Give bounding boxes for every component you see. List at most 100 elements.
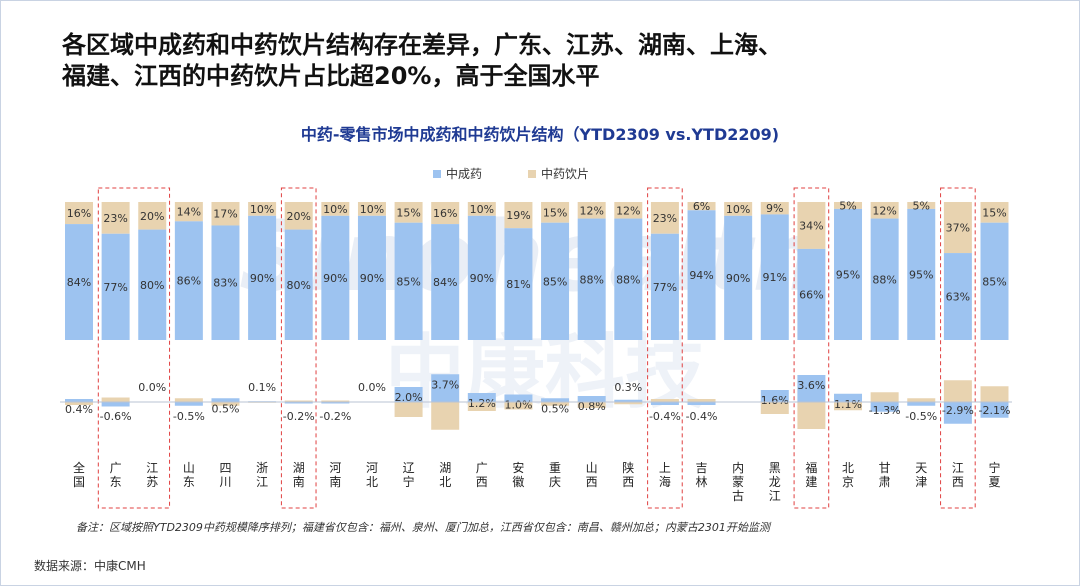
change-bar-tcm-patent: [943, 402, 972, 424]
change-label: 0.1%: [248, 381, 276, 394]
data-label-tcm-pieces: 10%: [470, 203, 494, 216]
data-label-tcm-patent: 85%: [396, 275, 420, 288]
change-bar-tcm-patent: [321, 402, 350, 404]
bar-tcm-pieces: [174, 202, 203, 222]
change-label: 3.6%: [797, 379, 825, 392]
bar-tcm-pieces: [394, 202, 423, 223]
change-bar-tcm-patent: [980, 402, 1009, 418]
category-label: 浙: [256, 461, 268, 475]
bar-tcm-patent: [504, 228, 533, 340]
category-label: 河: [366, 461, 378, 475]
change-bar-tcm-pieces: [797, 402, 826, 429]
category-label: 陕: [622, 460, 634, 475]
data-label-tcm-pieces: 12%: [579, 204, 603, 217]
bar-tcm-patent: [174, 221, 203, 340]
change-bar-tcm-patent: [284, 402, 313, 404]
category-label: 江: [769, 489, 781, 503]
data-label-tcm-pieces: 12%: [616, 204, 640, 217]
data-label-tcm-patent: 90%: [360, 272, 384, 285]
change-bar-tcm-patent: [431, 374, 460, 402]
highlight-box: [940, 187, 976, 509]
bar-tcm-patent: [101, 233, 130, 340]
legend-swatch-tcm-pieces: [528, 170, 536, 178]
data-label-tcm-patent: 84%: [67, 276, 91, 289]
category-label: 古: [732, 488, 744, 503]
bar-tcm-pieces: [870, 202, 899, 219]
change-bar-tcm-pieces: [211, 402, 240, 406]
bar-tcm-patent: [138, 229, 167, 340]
category-label: 北: [842, 461, 854, 475]
category-label: 西: [952, 475, 964, 489]
change-bar-tcm-pieces: [943, 380, 972, 402]
bar-tcm-pieces: [101, 202, 130, 234]
category-label: 安: [512, 460, 524, 475]
change-bar-tcm-patent: [101, 402, 130, 407]
change-bar-tcm-patent: [174, 402, 203, 406]
bar-tcm-patent: [357, 215, 386, 340]
data-label-tcm-patent: 85%: [543, 275, 567, 288]
data-label-tcm-patent: 88%: [616, 273, 640, 286]
data-label-tcm-pieces: 37%: [946, 222, 970, 235]
category-label: 湖: [439, 460, 451, 475]
data-label-tcm-pieces: 23%: [103, 212, 127, 225]
data-label-tcm-patent: 80%: [140, 279, 164, 292]
highlight-box: [647, 187, 683, 509]
change-label: 0.4%: [65, 403, 93, 416]
change-label: 1.0%: [504, 399, 532, 412]
data-label-tcm-patent: 88%: [872, 273, 896, 286]
bar-tcm-patent: [907, 208, 936, 340]
change-bar-tcm-pieces: [980, 386, 1009, 402]
data-label-tcm-pieces: 20%: [286, 210, 310, 223]
category-label: 西: [622, 475, 634, 489]
category-label: 北: [366, 475, 378, 489]
change-bar-tcm-patent: [467, 393, 496, 402]
footnote: 备注：区域按照YTD2309中药规模降序排列；福建省仅包含：福州、泉州、厦门加总…: [76, 521, 770, 534]
bar-tcm-patent: [870, 218, 899, 340]
category-label: 黑: [769, 461, 781, 475]
bar-tcm-patent: [321, 215, 350, 340]
change-bar-tcm-patent: [577, 396, 606, 402]
change-bar-tcm-pieces: [650, 399, 679, 402]
bar-tcm-patent: [724, 215, 753, 340]
data-label-tcm-pieces: 16%: [67, 207, 91, 220]
category-label: 庆: [549, 475, 561, 489]
change-label: 1.6%: [761, 394, 789, 407]
data-label-tcm-patent: 90%: [726, 272, 750, 285]
highlight-box: [280, 187, 317, 509]
change-label: 0.0%: [138, 381, 166, 394]
category-label: 宁: [403, 474, 415, 489]
data-label-tcm-pieces: 12%: [872, 204, 896, 217]
category-label: 北: [439, 475, 451, 489]
change-bar-tcm-pieces: [687, 399, 716, 402]
change-bar-tcm-pieces: [760, 402, 789, 414]
data-label-tcm-pieces: 14%: [177, 206, 201, 219]
data-label-tcm-patent: 66%: [799, 288, 823, 301]
change-label: 1.2%: [468, 397, 496, 410]
bar-tcm-pieces: [797, 202, 826, 249]
category-label: 江: [146, 461, 158, 475]
change-bar-tcm-patent: [650, 402, 679, 405]
bar-tcm-patent: [687, 210, 716, 340]
category-label: 江: [256, 475, 268, 489]
change-bar-tcm-pieces: [614, 402, 643, 405]
bar-tcm-patent: [541, 222, 570, 340]
change-bar-tcm-patent: [834, 393, 863, 402]
category-label: 广: [110, 461, 122, 475]
category-label: 四: [219, 461, 231, 475]
category-label: 山: [183, 461, 195, 475]
data-label-tcm-pieces: 23%: [653, 212, 677, 225]
data-label-tcm-pieces: 34%: [799, 219, 823, 232]
bar-tcm-patent: [650, 233, 679, 340]
change-bar-tcm-pieces: [834, 402, 863, 411]
bar-tcm-pieces: [248, 202, 277, 216]
change-label: -0.4%: [686, 410, 718, 423]
data-label-tcm-patent: 63%: [946, 291, 970, 304]
data-label-tcm-patent: 90%: [470, 272, 494, 285]
data-label-tcm-pieces: 10%: [250, 203, 274, 216]
category-label: 辽: [403, 461, 415, 475]
data-label-tcm-pieces: 15%: [396, 206, 420, 219]
category-label: 江: [952, 461, 964, 475]
data-label-tcm-patent: 88%: [579, 273, 603, 286]
legend-label-tcm-patent: 中成药: [446, 166, 482, 181]
category-label: 内: [732, 461, 744, 475]
